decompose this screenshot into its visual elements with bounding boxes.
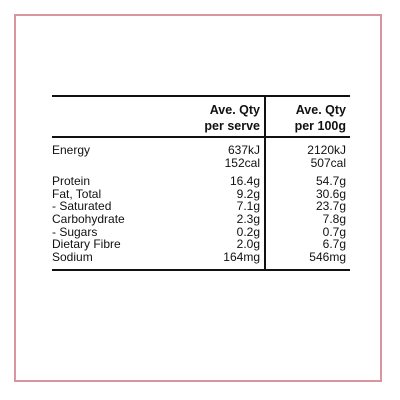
header-label-cell [52,97,188,138]
table-row: Carbohydrate 2.3g 7.8g [52,213,350,226]
table-row: Dietary Fibre 2.0g 6.7g [52,238,350,251]
value-per-100g: 0.7g [264,225,350,239]
table-row: - Sugars 0.2g 0.7g [52,224,350,239]
row-label: Fat, Total [52,186,102,201]
value-per-serve: 9.2g [236,186,260,201]
value-per-serve: 0.2g [236,224,260,239]
header-per-serve-line1: Ave. Qty [209,103,260,117]
value-per-100g: 54.7g [264,175,350,188]
value-per-100g: 23.7g [264,200,350,213]
value-per-serve: 16.4g [229,174,260,189]
nutrition-panel: Ave. Qty per serve Ave. Qty per 100g Ene… [52,95,350,272]
value-per-100g: 30.6g [264,188,350,201]
value-per-100g: 546mg [264,251,350,264]
table-row: - Saturated 7.1g 23.7g [52,200,350,213]
nutrition-table: Ave. Qty per serve Ave. Qty per 100g Ene… [52,97,350,270]
row-label: Protein [52,174,91,189]
row-label: - Sugars [52,224,98,239]
header-per-100g-line2: per 100g [294,119,346,133]
table-row: 152cal 507cal [52,155,350,170]
value-per-serve: 2.0g [236,237,260,252]
spacer-row [52,169,350,176]
spacer-row [52,137,350,144]
value-per-serve: 7.1g [236,199,260,214]
row-label: Dietary Fibre [52,237,121,252]
header-per-serve-line2: per serve [204,119,260,133]
row-label [52,157,188,170]
header-per-100g: Ave. Qty per 100g [264,97,350,138]
table-row: Energy 637kJ 2120kJ [52,144,350,157]
value-per-100g: 507cal [264,156,350,170]
pink-border-frame [14,14,382,382]
value-per-100g: 2120kJ [264,144,350,157]
table-row: Sodium 164mg 546mg [52,251,350,264]
row-label: Energy [52,143,91,157]
header-row: Ave. Qty per serve Ave. Qty per 100g [52,97,350,138]
value-per-serve: 152cal [224,155,260,170]
row-label: Carbohydrate [52,211,125,226]
table-row: Protein 16.4g 54.7g [52,175,350,188]
spacer-row [52,263,350,270]
row-label: Sodium [52,249,93,264]
header-per-serve: Ave. Qty per serve [188,97,265,138]
value-per-serve: 164mg [223,249,260,264]
row-label: - Saturated [52,199,112,214]
table-row: Fat, Total 9.2g 30.6g [52,188,350,201]
value-per-100g: 6.7g [264,238,350,251]
value-per-100g: 7.8g [264,213,350,226]
header-per-100g-line1: Ave. Qty [295,103,346,117]
value-per-serve: 2.3g [236,211,260,226]
value-per-serve: 637kJ [227,143,260,157]
